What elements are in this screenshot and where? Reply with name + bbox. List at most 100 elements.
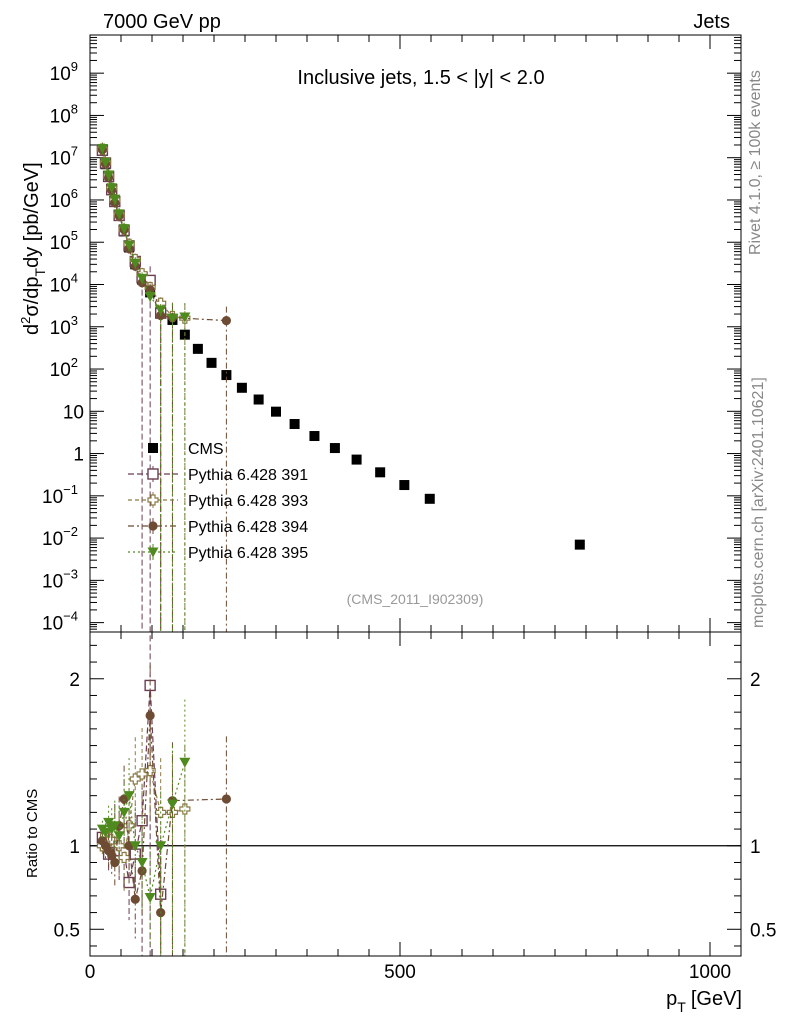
- x-axis-label-unit: [GeV]: [691, 988, 742, 1010]
- y-tick-exponent: −3: [63, 566, 78, 581]
- legend-marker-p391: [147, 468, 159, 480]
- data-point-p395: [136, 273, 148, 284]
- ratio-point-p394: [110, 857, 120, 868]
- data-point-p395: [129, 258, 141, 269]
- y-tick-base: 10: [50, 149, 71, 170]
- ratio-point-p393: [118, 851, 130, 864]
- data-point-cms: [253, 394, 264, 405]
- y-axis-label-exp: 2: [18, 317, 33, 324]
- data-point-cms: [351, 454, 362, 465]
- y-tick-label: 107: [50, 144, 78, 170]
- data-point-p395: [103, 170, 115, 181]
- y-tick-label: 10−2: [42, 524, 78, 550]
- y-tick-label: 10: [63, 402, 84, 423]
- y-tick-label: 10−1: [42, 482, 78, 508]
- y-tick-base: 10: [50, 191, 71, 212]
- x-tick-label: 500: [384, 962, 416, 983]
- ratio-point-p395: [113, 831, 125, 842]
- data-point-cms: [236, 382, 247, 393]
- y-tick-base: 10: [50, 318, 71, 339]
- y-tick-exponent: −2: [63, 524, 78, 539]
- y-tick-label: 109: [50, 59, 78, 85]
- ratio-point-p393: [129, 773, 141, 785]
- legend-label-p393: Pythia 6.428 393: [188, 493, 308, 510]
- legend-marker-cms: [148, 443, 158, 453]
- y-tick-base: 10: [42, 487, 63, 508]
- y-axis-label: d2σ/dpTdy [pb/GeV]: [18, 162, 48, 335]
- data-point-p395: [144, 292, 156, 303]
- data-point-p395: [123, 240, 135, 251]
- y-tick-base: 10: [50, 233, 71, 254]
- y-tick-base: 10: [42, 614, 63, 635]
- series-cms: [97, 145, 585, 550]
- ratio-tick-label-left: 2: [69, 670, 80, 691]
- ratio-point-p395: [103, 817, 115, 828]
- ratio-axis-label: Ratio to CMS: [24, 789, 41, 878]
- y-tick-exponent: −4: [63, 609, 78, 624]
- y-tick-label: 10−3: [42, 566, 78, 592]
- ratio-tick-label-left: 1: [69, 837, 80, 858]
- ratio-axis-ticks: 0.5 0.5 1 1 2 2: [54, 644, 776, 947]
- analysis-id-label: (CMS_2011_I902309): [347, 591, 484, 607]
- y-tick-exponent: 7: [71, 144, 78, 159]
- ratio-point-p393: [144, 765, 156, 777]
- ratio-point-p395: [136, 857, 148, 868]
- header-collision-label: 7000 GeV pp: [103, 11, 221, 33]
- y-tick-label: 104: [50, 270, 78, 296]
- y-tick-base: 10: [63, 402, 84, 423]
- y-tick-exponent: 2: [71, 355, 78, 370]
- legend-label-p395: Pythia 6.428 395: [188, 545, 308, 562]
- series-p393: [96, 143, 191, 632]
- data-point-cms: [289, 419, 300, 430]
- y-tick-base: 10: [42, 529, 63, 550]
- y-tick-exponent: 5: [71, 228, 78, 243]
- data-point-cms: [424, 493, 435, 504]
- ratio-point-p395: [118, 807, 130, 818]
- x-axis-label-p: p: [666, 988, 677, 1010]
- x-tick-label: 1000: [689, 962, 731, 983]
- rivet-version-label: Rivet 4.1.0, ≥ 100k events: [747, 70, 764, 255]
- y-tick-label: 102: [50, 355, 78, 381]
- data-point-cms: [399, 480, 410, 491]
- legend-label-p391: Pythia 6.428 391: [188, 467, 308, 484]
- data-point-cms: [221, 370, 232, 381]
- ratio-point-p394: [130, 894, 140, 904]
- ratio-point-p393: [113, 840, 125, 852]
- y-tick-label: 103: [50, 313, 78, 339]
- data-point-cms: [206, 357, 217, 368]
- y-axis-label-sigma: σ/dp: [21, 276, 43, 316]
- ratio-tick-label-right: 0.5: [750, 920, 776, 941]
- y-tick-label: 106: [50, 186, 78, 212]
- y-axis-label-d: d: [21, 324, 43, 335]
- x-axis-label: pT [GeV]: [666, 988, 742, 1015]
- data-point-p395: [100, 157, 111, 168]
- y-tick-exponent: −1: [63, 482, 78, 497]
- data-point-cms: [271, 406, 281, 417]
- y-tick-label: 10−4: [42, 609, 78, 635]
- y-tick-exponent: 9: [71, 59, 78, 74]
- y-tick-base: 10: [42, 571, 63, 592]
- y-tick-label: 105: [50, 228, 78, 254]
- ratio-point-p395: [166, 799, 178, 810]
- ratio-point-p393: [179, 803, 191, 815]
- ratio-point-p395: [129, 841, 141, 852]
- ratio-series-marks: [96, 635, 231, 956]
- data-point-p394: [221, 315, 231, 326]
- data-point-p395: [179, 312, 191, 323]
- y-tick-exponent: 3: [71, 313, 78, 328]
- data-point-p395: [106, 183, 118, 194]
- ratio-point-p394: [221, 794, 231, 804]
- ratio-point-p395: [179, 757, 191, 768]
- ratio-point-p395: [109, 821, 121, 832]
- y-tick-label: 1: [73, 445, 84, 466]
- y-tick-base: 10: [50, 106, 71, 127]
- data-point-p395: [113, 209, 125, 220]
- y-tick-label: 108: [50, 101, 78, 127]
- y-axis-label-sub: T: [32, 267, 48, 276]
- y-tick-base: 10: [50, 360, 71, 381]
- ratio-point-p395: [123, 791, 135, 802]
- series-p395: [96, 142, 191, 632]
- ratio-plot-frame: [89, 631, 742, 957]
- y-tick-exponent: 8: [71, 101, 78, 116]
